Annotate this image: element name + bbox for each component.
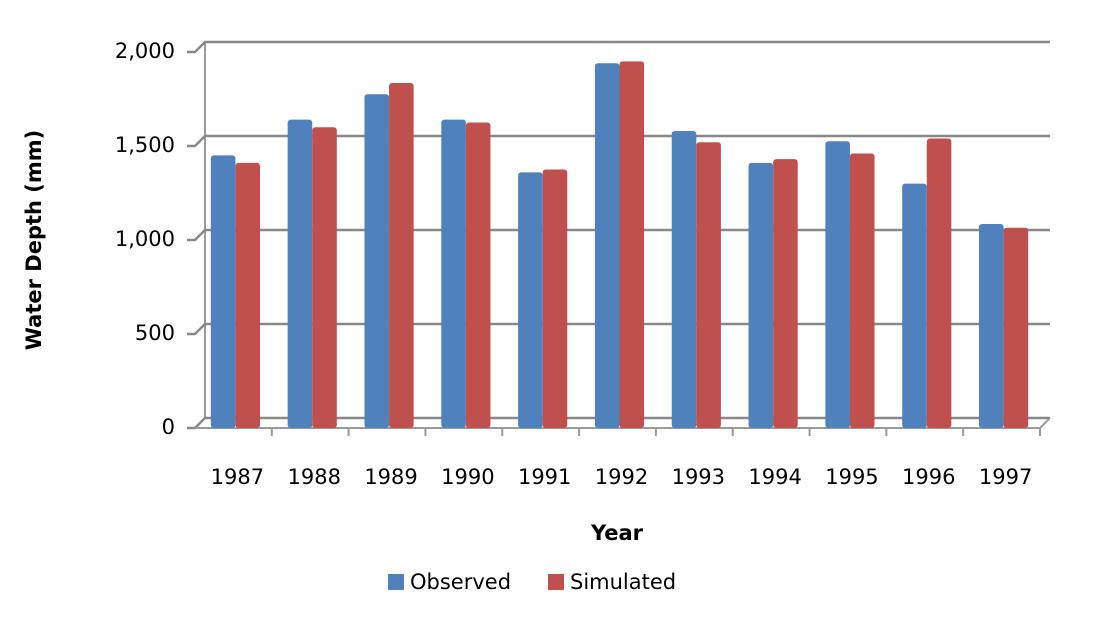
legend-label: Observed [410, 570, 511, 594]
bar [594, 63, 620, 428]
bar [235, 162, 260, 429]
x-tick-label: 1993 [672, 465, 725, 489]
bar [1003, 227, 1029, 428]
x-tick-label: 1987 [211, 465, 264, 489]
bar [312, 127, 337, 428]
legend-swatch [548, 574, 564, 590]
bar [364, 94, 390, 429]
bar [671, 130, 697, 428]
bar [902, 183, 927, 428]
x-tick-label: 1997 [979, 465, 1032, 489]
bar [389, 83, 414, 429]
y-tick-label: 0 [162, 415, 175, 439]
y-axis-title: Water Depth (mm) [22, 130, 46, 351]
x-tick-label: 1989 [364, 465, 417, 489]
grid-line [187, 40, 1050, 54]
x-tick-label: 1991 [518, 465, 571, 489]
bar [748, 162, 774, 429]
bar [441, 119, 466, 429]
x-tick-label: 1995 [825, 465, 878, 489]
legend-swatch [388, 574, 404, 590]
bar [926, 138, 952, 429]
x-tick-label: 1996 [902, 465, 955, 489]
x-axis-title: Year [590, 521, 644, 545]
bar [465, 122, 491, 428]
x-tick-label: 1994 [748, 465, 801, 489]
bar [849, 153, 875, 428]
bar [825, 141, 850, 429]
bar [696, 142, 721, 429]
bar [619, 61, 645, 429]
x-tick-label: 1988 [288, 465, 341, 489]
bar [287, 119, 313, 429]
x-tick-label: 1992 [595, 465, 648, 489]
bar [979, 224, 1004, 428]
legend-label: Simulated [570, 570, 676, 594]
bar [542, 169, 568, 428]
x-tick-label: 1990 [441, 465, 494, 489]
y-tick-label: 500 [135, 321, 175, 345]
y-tick-label: 1,500 [115, 133, 175, 157]
bar [518, 172, 543, 428]
y-tick-label: 1,000 [115, 227, 175, 251]
y-tick-label: 2,000 [115, 39, 175, 63]
bar [773, 159, 798, 428]
bar [210, 155, 236, 428]
